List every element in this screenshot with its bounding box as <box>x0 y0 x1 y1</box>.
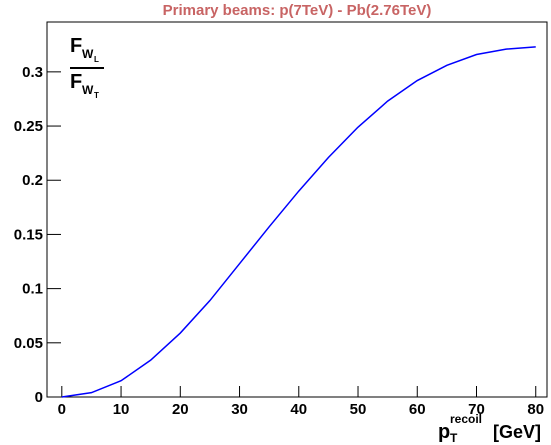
y-label-den: F <box>70 71 82 93</box>
y-tick-label: 0.3 <box>22 64 43 81</box>
frame <box>46 21 548 398</box>
x-label: p T recoil [GeV] <box>438 412 541 445</box>
x-tick-label: 0 <box>58 401 66 418</box>
y-label: F W L F W T <box>70 35 104 100</box>
x-tick-label: 30 <box>231 401 248 418</box>
x-label-unit: [GeV] <box>493 422 541 442</box>
x-tick-label: 20 <box>172 401 189 418</box>
y-tick-label: 0.1 <box>22 281 43 298</box>
x-tick-label: 70 <box>468 401 485 418</box>
y-label-num-sub: W <box>82 47 94 61</box>
y-tick-label: 0.25 <box>14 118 43 135</box>
y-tick-label: 0.2 <box>22 172 43 189</box>
y-label-num-subsub: L <box>94 55 99 64</box>
y-tick-label: 0.05 <box>14 335 43 352</box>
series-line <box>61 46 536 398</box>
x-tick-label: 60 <box>409 401 426 418</box>
y-tick-label: 0 <box>35 389 43 406</box>
x-label-main: p <box>438 421 450 443</box>
x-tick-label: 10 <box>113 401 130 418</box>
x-label-sub: T <box>450 431 458 445</box>
x-label-sup: recoil <box>450 412 482 426</box>
x-tick-label: 40 <box>290 401 307 418</box>
y-label-den-sub: W <box>82 83 94 97</box>
y-label-den-subsub: T <box>94 91 99 100</box>
x-tick-label: 80 <box>527 401 544 418</box>
x-tick-label: 50 <box>350 401 367 418</box>
y-tick-label: 0.15 <box>14 226 43 243</box>
y-label-num: F <box>70 35 82 57</box>
chart-title: Primary beams: p(7TeV) - Pb(2.76TeV) <box>163 2 432 19</box>
